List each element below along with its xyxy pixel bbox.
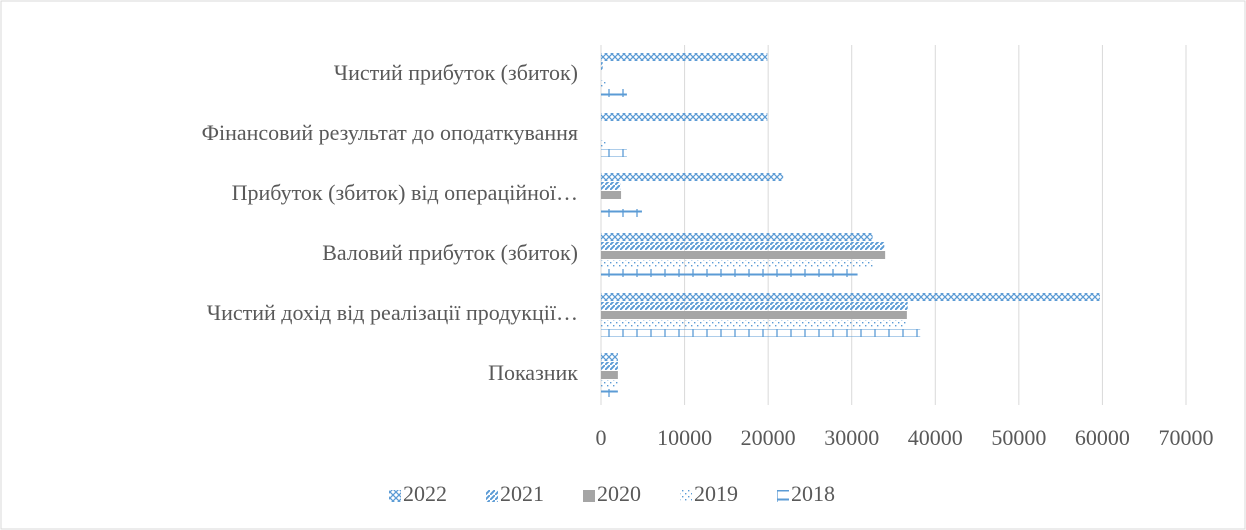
bar [601, 269, 858, 277]
x-tick-label: 60000 [1075, 425, 1130, 450]
x-tick-label: 40000 [908, 425, 963, 450]
legend-swatch [777, 490, 789, 502]
bar [601, 209, 642, 217]
x-tick-label: 0 [596, 425, 607, 450]
category-label: Чистий прибуток (збиток) [334, 60, 578, 85]
category-label: Фінансовий результат до оподаткування [202, 120, 578, 145]
x-tick-label: 50000 [991, 425, 1046, 450]
legend-swatch [486, 490, 498, 502]
bar [601, 311, 907, 319]
bar [601, 53, 768, 61]
bar [601, 62, 603, 70]
bar [601, 80, 607, 88]
bar [601, 113, 768, 121]
bar [601, 389, 618, 397]
bar [601, 329, 921, 337]
bar [601, 353, 618, 361]
bar [601, 242, 885, 250]
legend-swatch [680, 490, 692, 502]
bar [601, 320, 907, 328]
bar [601, 371, 618, 379]
legend-label: 2019 [694, 481, 738, 506]
legend-label: 2020 [597, 481, 641, 506]
bar [601, 362, 618, 370]
legend-label: 2021 [500, 481, 544, 506]
category-label: Чистий дохід від реалізації продукції… [207, 300, 578, 325]
bar [601, 260, 873, 268]
bar [601, 89, 627, 97]
x-tick-label: 70000 [1159, 425, 1214, 450]
x-tick-label: 10000 [657, 425, 712, 450]
legend-swatch [389, 490, 401, 502]
category-label: Прибуток (збиток) від операційної… [232, 180, 578, 205]
category-label: Валовий прибуток (збиток) [322, 240, 578, 265]
bar [601, 173, 784, 181]
bar [601, 251, 886, 259]
bar [601, 302, 908, 310]
legend-swatch [583, 490, 595, 502]
bar [601, 149, 627, 157]
bar [601, 182, 621, 190]
bar [601, 191, 622, 199]
legend-label: 2018 [791, 481, 835, 506]
category-label: Показник [488, 360, 578, 385]
bar [601, 140, 607, 148]
x-tick-label: 30000 [824, 425, 879, 450]
bar [601, 380, 618, 388]
bar [601, 233, 873, 241]
x-tick-label: 20000 [741, 425, 796, 450]
bar [601, 293, 1100, 301]
legend-label: 2022 [403, 481, 447, 506]
